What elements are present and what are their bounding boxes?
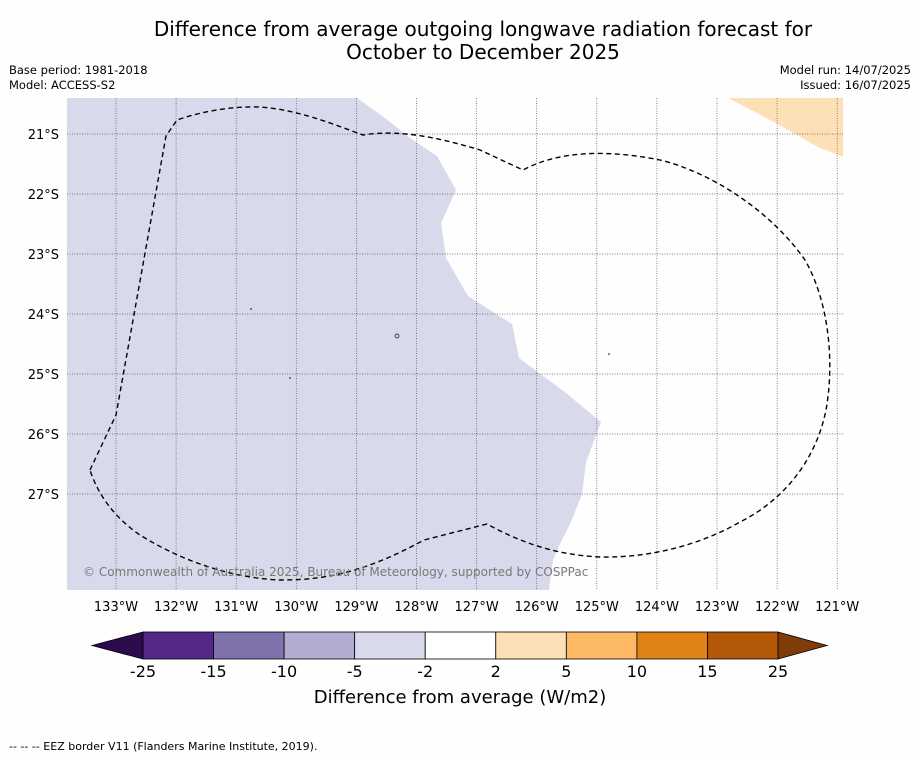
longitude-label: 125°W — [575, 600, 619, 615]
longitude-label: 128°W — [394, 600, 438, 615]
colorbar-tick-label: 15 — [697, 662, 717, 681]
longitude-label: 124°W — [635, 600, 679, 615]
anomaly-region-negative — [67, 98, 601, 590]
longitude-label: 129°W — [334, 600, 378, 615]
meta-right: Model run: 14/07/2025 Issued: 16/07/2025 — [780, 63, 911, 93]
colorbar-bin — [495, 631, 567, 660]
latitude-label: 25°S — [28, 368, 59, 383]
meta-left: Base period: 1981-2018 Model: ACCESS-S2 — [9, 63, 148, 93]
latitude-label: 22°S — [28, 188, 59, 203]
longitude-label: 127°W — [455, 600, 499, 615]
longitude-label: 126°W — [515, 600, 559, 615]
longitude-label: 133°W — [94, 600, 138, 615]
colorbar-bin — [707, 631, 779, 660]
longitude-label: 122°W — [755, 600, 799, 615]
model-run-label: Model run: 14/07/2025 — [779, 63, 911, 77]
colorbar-tick-label: 25 — [768, 662, 788, 681]
colorbar-bin — [424, 631, 497, 660]
colorbar-tick-label: -10 — [271, 662, 297, 681]
colorbar-bin — [283, 631, 356, 660]
longitude-label: 121°W — [815, 600, 859, 615]
colorbar-tick-label: 5 — [561, 662, 571, 681]
colorbar-tick-label: 10 — [627, 662, 647, 681]
map-title: Difference from average outgoing longwav… — [0, 18, 919, 64]
longitude-label: 131°W — [214, 600, 258, 615]
anomaly-region-positive — [728, 98, 843, 157]
latitude-label: 23°S — [28, 248, 59, 263]
latitude-labels: 21°S 22°S 23°S 24°S 25°S 26°S 27°S — [28, 128, 59, 503]
colorbar-label: Difference from average (W/m2) — [314, 687, 606, 708]
title-line-2: October to December 2025 — [346, 40, 620, 64]
base-period-label: Base period: 1981-2018 — [9, 63, 148, 77]
colorbar-bin — [354, 631, 426, 660]
colorbar-extend-max — [777, 631, 829, 660]
colorbar-tick-label: -15 — [200, 662, 226, 681]
colorbar-tick-label: -5 — [347, 662, 363, 681]
colorbar-bin — [213, 631, 285, 660]
colorbar-extend-min — [90, 631, 144, 660]
colorbar-tick-label: -2 — [417, 662, 433, 681]
eez-border — [89, 106, 831, 581]
colorbar-bin — [142, 631, 214, 660]
title-line-1: Difference from average outgoing longwav… — [153, 17, 813, 41]
colorbar: -25 -15 -10 -5 -2 2 5 10 15 25 — [90, 631, 829, 681]
island-marker — [250, 308, 252, 310]
latitude-label: 24°S — [28, 308, 59, 323]
island-marker — [289, 377, 291, 379]
gridlines — [67, 98, 843, 590]
longitude-labels: 133°W 132°W 131°W 130°W 129°W 128°W 127°W 126°W… — [94, 600, 860, 615]
eez-footnote: -- -- -- EEZ border V11 (Flanders Marine… — [9, 740, 318, 753]
issued-label: Issued: 16/07/2025 — [800, 78, 911, 92]
longitude-label: 132°W — [154, 600, 198, 615]
colorbar-bin — [565, 631, 638, 660]
island-marker — [608, 353, 610, 355]
colorbar-tick-label: 2 — [491, 662, 501, 681]
map-panel — [67, 98, 843, 590]
colorbar-bin — [636, 631, 708, 660]
colorbar-tick-label: -25 — [130, 662, 156, 681]
latitude-label: 26°S — [28, 428, 59, 443]
island-marker — [394, 333, 400, 339]
model-label: Model: ACCESS-S2 — [9, 78, 116, 92]
longitude-label: 123°W — [695, 600, 739, 615]
copyright-notice: © Commonwealth of Australia 2025, Bureau… — [83, 565, 589, 579]
longitude-label: 130°W — [274, 600, 318, 615]
latitude-label: 21°S — [28, 128, 59, 143]
latitude-label: 27°S — [28, 488, 59, 503]
